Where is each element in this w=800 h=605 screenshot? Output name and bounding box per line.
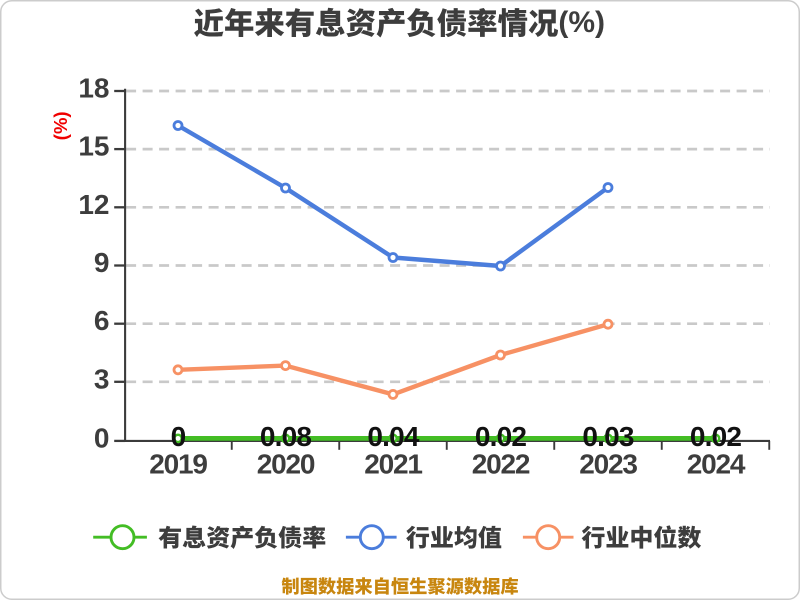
svg-text:2024: 2024 <box>687 448 746 479</box>
svg-text:0.02: 0.02 <box>475 421 527 452</box>
svg-text:6: 6 <box>94 305 110 336</box>
svg-text:2022: 2022 <box>472 448 530 479</box>
svg-text:3: 3 <box>94 363 110 394</box>
svg-text:2019: 2019 <box>149 448 207 479</box>
svg-text:0: 0 <box>94 422 110 453</box>
svg-text:18: 18 <box>78 73 109 104</box>
svg-text:0: 0 <box>171 421 186 452</box>
svg-text:2021: 2021 <box>364 448 422 479</box>
svg-text:0.02: 0.02 <box>690 421 742 452</box>
svg-text:0.03: 0.03 <box>582 421 634 452</box>
svg-text:2023: 2023 <box>579 448 637 479</box>
svg-text:2020: 2020 <box>257 448 315 479</box>
svg-text:9: 9 <box>94 247 110 278</box>
svg-text:(%): (%) <box>558 6 605 39</box>
svg-text:0.08: 0.08 <box>260 421 312 452</box>
svg-text:0.04: 0.04 <box>367 421 420 452</box>
svg-text:12: 12 <box>78 189 109 220</box>
svg-text:(%): (%) <box>50 111 71 140</box>
svg-text:15: 15 <box>78 131 109 162</box>
